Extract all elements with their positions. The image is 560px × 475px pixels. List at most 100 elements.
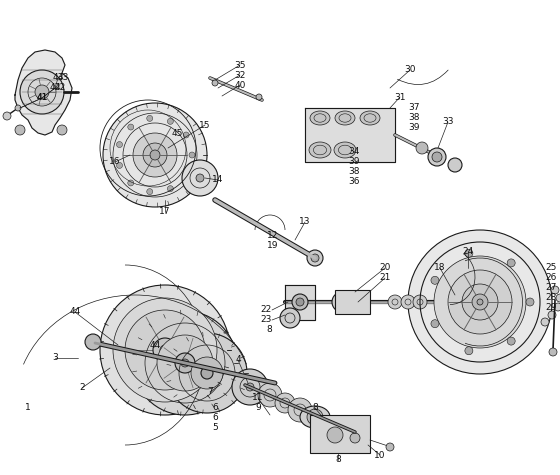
Circle shape xyxy=(232,369,268,405)
Text: 6: 6 xyxy=(212,403,218,412)
Circle shape xyxy=(181,359,189,367)
Circle shape xyxy=(507,337,515,345)
Ellipse shape xyxy=(334,142,356,158)
Circle shape xyxy=(15,125,25,135)
Circle shape xyxy=(311,254,319,262)
Circle shape xyxy=(153,338,177,362)
Circle shape xyxy=(551,286,559,294)
Text: 14: 14 xyxy=(212,175,223,184)
Text: 20: 20 xyxy=(379,264,391,273)
Circle shape xyxy=(183,172,189,178)
Circle shape xyxy=(548,311,556,319)
Circle shape xyxy=(465,347,473,355)
Circle shape xyxy=(296,298,304,306)
Text: 22: 22 xyxy=(261,305,272,314)
Text: 41: 41 xyxy=(36,94,48,103)
Text: 37: 37 xyxy=(408,104,419,113)
Circle shape xyxy=(258,383,282,407)
Circle shape xyxy=(133,133,177,177)
Circle shape xyxy=(416,142,428,154)
Text: 45: 45 xyxy=(171,129,183,137)
Circle shape xyxy=(348,292,368,312)
Circle shape xyxy=(350,433,360,443)
Circle shape xyxy=(280,308,300,328)
Text: 23: 23 xyxy=(260,315,272,324)
Circle shape xyxy=(408,230,552,374)
Text: 43: 43 xyxy=(52,74,64,83)
Text: 10: 10 xyxy=(374,450,386,459)
Text: 42: 42 xyxy=(55,84,66,93)
Circle shape xyxy=(246,383,254,391)
Text: 33: 33 xyxy=(442,117,454,126)
Bar xyxy=(335,290,370,314)
Circle shape xyxy=(167,118,174,124)
Text: 3: 3 xyxy=(52,353,58,362)
Circle shape xyxy=(20,70,64,114)
Circle shape xyxy=(183,132,189,138)
Circle shape xyxy=(147,189,153,195)
Text: 17: 17 xyxy=(159,208,171,217)
Text: 43: 43 xyxy=(58,74,69,83)
Text: 40: 40 xyxy=(234,80,246,89)
Circle shape xyxy=(327,427,343,443)
Text: 26: 26 xyxy=(545,274,557,283)
Text: 31: 31 xyxy=(394,93,406,102)
Circle shape xyxy=(431,320,439,328)
Polygon shape xyxy=(285,285,315,320)
Text: 19: 19 xyxy=(267,240,278,249)
Circle shape xyxy=(167,333,247,413)
Text: 44: 44 xyxy=(150,341,161,350)
Circle shape xyxy=(388,295,402,309)
Circle shape xyxy=(332,292,352,312)
Circle shape xyxy=(201,367,213,379)
Circle shape xyxy=(133,311,237,415)
Circle shape xyxy=(434,256,526,348)
Text: 44: 44 xyxy=(69,307,81,316)
Text: 4: 4 xyxy=(235,355,241,364)
Circle shape xyxy=(157,335,213,391)
Circle shape xyxy=(354,298,362,306)
Text: 24: 24 xyxy=(463,247,474,257)
Text: 11: 11 xyxy=(252,393,264,402)
Circle shape xyxy=(182,160,218,196)
Text: 38: 38 xyxy=(408,114,419,123)
Text: 7: 7 xyxy=(207,388,213,397)
Circle shape xyxy=(143,143,167,167)
Circle shape xyxy=(15,105,21,111)
Circle shape xyxy=(526,298,534,306)
Text: 8: 8 xyxy=(266,325,272,334)
Text: 1: 1 xyxy=(25,403,31,412)
Ellipse shape xyxy=(360,111,380,125)
Ellipse shape xyxy=(335,111,355,125)
Circle shape xyxy=(432,152,442,162)
Text: 42: 42 xyxy=(49,84,60,93)
Text: 15: 15 xyxy=(199,121,211,130)
Circle shape xyxy=(448,158,462,172)
Circle shape xyxy=(100,285,230,415)
Circle shape xyxy=(116,162,123,169)
Circle shape xyxy=(477,299,483,305)
Circle shape xyxy=(167,186,174,191)
Circle shape xyxy=(431,276,439,285)
Circle shape xyxy=(85,334,101,350)
Circle shape xyxy=(57,125,67,135)
Circle shape xyxy=(307,250,323,266)
Circle shape xyxy=(401,295,415,309)
Circle shape xyxy=(465,249,473,257)
Text: 25: 25 xyxy=(545,264,557,273)
Circle shape xyxy=(275,393,295,413)
Circle shape xyxy=(338,298,346,306)
Circle shape xyxy=(103,103,207,207)
Text: 2: 2 xyxy=(79,383,85,392)
Circle shape xyxy=(212,80,218,86)
Text: 16: 16 xyxy=(109,158,121,167)
Text: 13: 13 xyxy=(299,218,311,227)
Text: 38: 38 xyxy=(348,168,360,177)
Text: 27: 27 xyxy=(545,284,557,293)
Circle shape xyxy=(128,124,134,130)
Text: 21: 21 xyxy=(379,274,391,283)
Text: 29: 29 xyxy=(545,304,557,313)
Circle shape xyxy=(160,345,170,355)
Circle shape xyxy=(472,294,488,310)
Text: 30: 30 xyxy=(404,66,416,75)
